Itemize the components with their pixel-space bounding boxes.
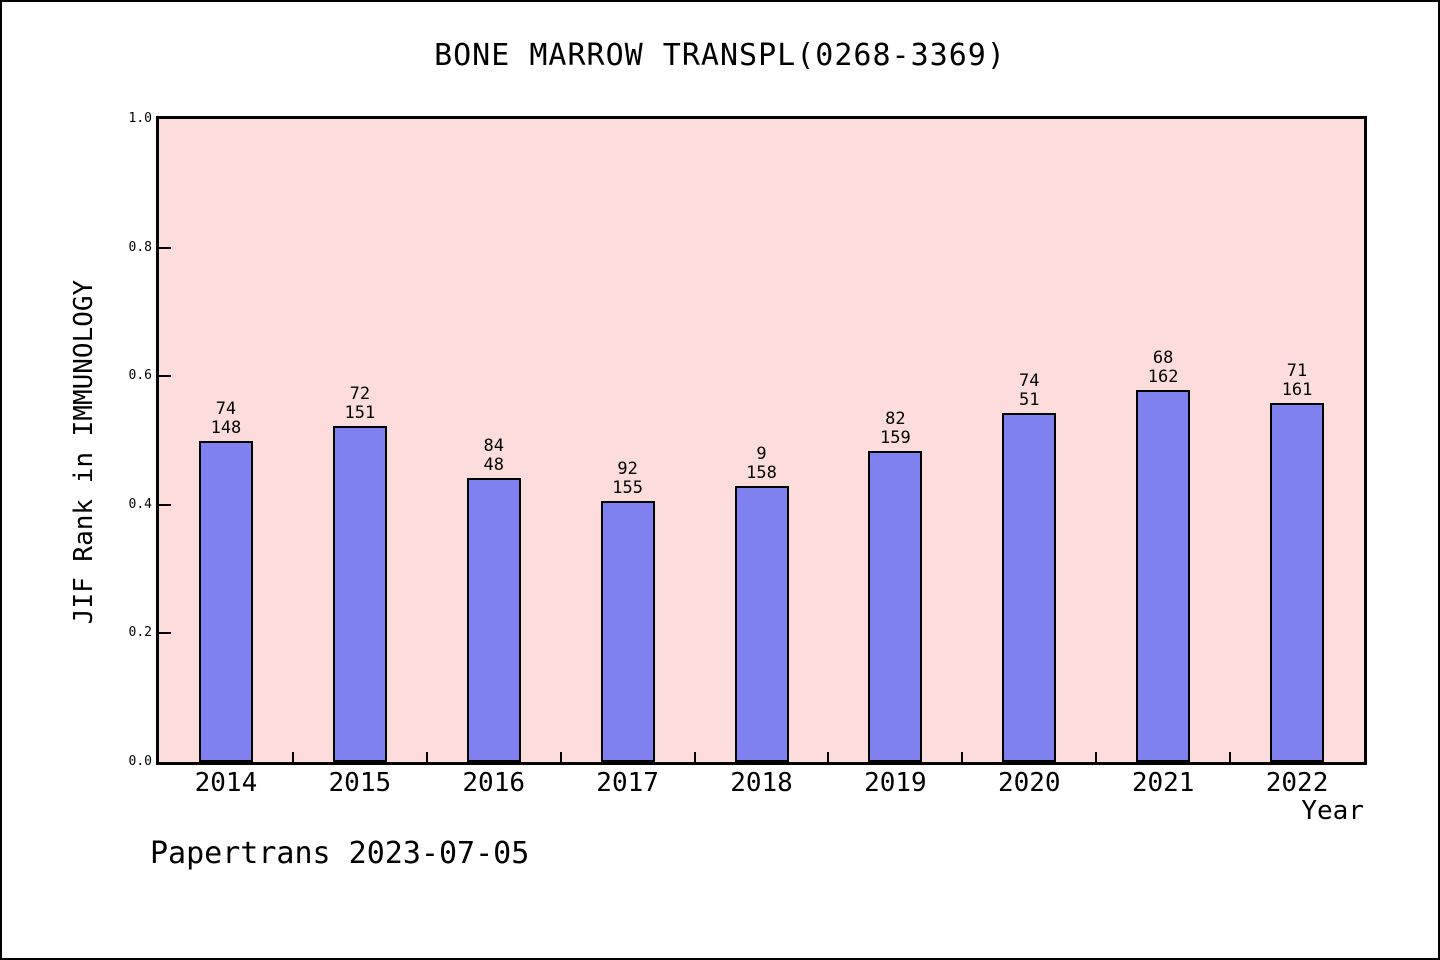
x-tick-label-2018: 2018	[730, 768, 793, 798]
x-tick-label-2019: 2019	[864, 768, 927, 798]
bar-value-label-2015: 72 151	[344, 383, 376, 423]
x-tick-mark	[291, 752, 294, 762]
bar-2020	[1002, 412, 1057, 762]
y-tick-label: 0.2	[128, 625, 152, 641]
x-tick-mark	[559, 752, 562, 762]
chart-title: BONE MARROW TRANSPL(0268-3369)	[434, 38, 1006, 73]
x-tick-mark	[425, 752, 428, 762]
bar-value-label-2017: 92 155	[612, 458, 643, 498]
bar-value-label-2022: 71 161	[1281, 361, 1313, 401]
y-tick-mark	[159, 246, 171, 249]
y-tick-label: 1.0	[128, 111, 152, 126]
x-tick-mark	[693, 752, 696, 762]
bar-2014	[198, 440, 253, 762]
y-tick-mark	[159, 503, 171, 506]
x-tick-mark	[961, 752, 964, 762]
y-tick-label: 0.6	[128, 368, 152, 384]
x-tick-label-2022: 2022	[1265, 768, 1329, 798]
x-axis-label: Year	[1301, 796, 1364, 826]
y-tick-mark	[159, 375, 171, 378]
x-tick-mark	[1229, 752, 1232, 762]
bar-2021	[1136, 390, 1191, 762]
x-tick-label-2016: 2016	[462, 768, 526, 798]
x-tick-label-2017: 2017	[596, 768, 659, 798]
footer-text: Papertrans 2023-07-05	[150, 836, 530, 871]
bar-value-label-2019: 82 159	[880, 409, 911, 449]
y-tick-label: 0.8	[128, 239, 152, 255]
bar-value-label-2021: 68 162	[1147, 348, 1179, 388]
bar-value-label-2014: 74 148	[210, 398, 242, 438]
bar-value-label-2020: 74 51	[1019, 370, 1040, 410]
x-tick-label-2015: 2015	[328, 768, 392, 798]
x-tick-mark	[1095, 752, 1098, 762]
y-tick-mark	[159, 632, 171, 635]
plot-area: 74 148 72 151 84 48 92 155 9 158 82 159 74 51 6…	[156, 116, 1367, 765]
bar-2016	[466, 477, 521, 762]
y-tick-label: 0.0	[128, 754, 152, 769]
bar-2015	[332, 425, 387, 762]
x-tick-label-2021: 2021	[1131, 768, 1195, 798]
bar-2017	[600, 500, 655, 762]
bar-2018	[734, 485, 789, 762]
bar-2022	[1270, 403, 1325, 762]
bar-2019	[868, 451, 923, 762]
x-tick-label-2014: 2014	[194, 768, 258, 798]
x-tick-label-2020: 2020	[997, 768, 1061, 798]
x-tick-mark	[827, 752, 830, 762]
bar-value-label-2016: 84 48	[483, 435, 504, 475]
bar-value-label-2018: 9 158	[746, 443, 777, 483]
y-tick-label: 0.4	[128, 496, 152, 512]
